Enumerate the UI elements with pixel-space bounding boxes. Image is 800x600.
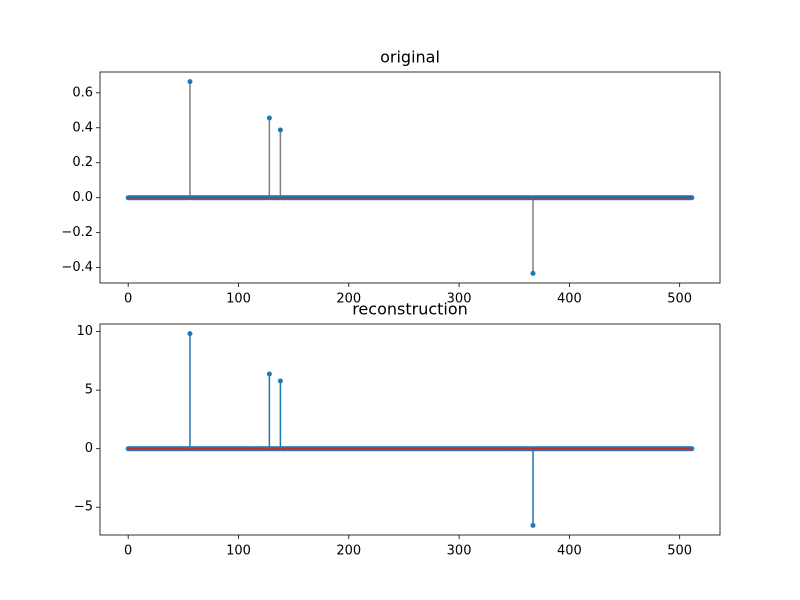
- y-tick-label: 0: [85, 441, 93, 456]
- x-tick-label: 0: [124, 544, 132, 559]
- stem-marker: [187, 331, 193, 337]
- axes-title: original: [380, 48, 440, 67]
- y-tick-label: 0.2: [72, 155, 93, 170]
- stem-marker: [266, 371, 272, 377]
- stem-marker: [277, 378, 283, 384]
- axes-frame: [99, 71, 721, 284]
- x-tick-label: 100: [226, 544, 251, 559]
- stem-marker: [187, 79, 193, 85]
- x-tick-label: 0: [124, 292, 132, 307]
- x-tick-label: 300: [447, 292, 472, 307]
- x-tick-label: 400: [557, 292, 582, 307]
- axes: reconstruction 0 100 200 300 400 500 −5 0 5 10: [74, 300, 721, 559]
- axes: original 0 100 200 300 400 500 −0.4 −0.2 0.0 0.2 0.…: [61, 48, 721, 307]
- x-tick-label: 100: [226, 292, 251, 307]
- y-tick-label: −0.4: [61, 260, 93, 275]
- x-tick-label: 300: [447, 544, 472, 559]
- x-tick-label: 200: [336, 292, 361, 307]
- x-tick-label: 200: [336, 544, 361, 559]
- y-tick-label: 0.6: [72, 85, 93, 100]
- y-tick-label: −0.2: [61, 225, 93, 240]
- stem-marker: [530, 522, 536, 528]
- x-tick-label: 500: [667, 544, 692, 559]
- axes-frame: [99, 323, 721, 536]
- y-tick-label: 0.4: [72, 120, 93, 135]
- stem-marker: [530, 270, 536, 276]
- x-tick-label: 400: [557, 544, 582, 559]
- y-tick-label: 10: [76, 324, 93, 339]
- y-tick-label: −5: [74, 500, 93, 515]
- y-tick-label: 0.0: [72, 190, 93, 205]
- axes-title: reconstruction: [352, 300, 468, 319]
- stem-marker: [266, 115, 272, 121]
- x-tick-label: 500: [667, 292, 692, 307]
- y-tick-label: 5: [85, 383, 93, 398]
- stem-marker: [277, 127, 283, 133]
